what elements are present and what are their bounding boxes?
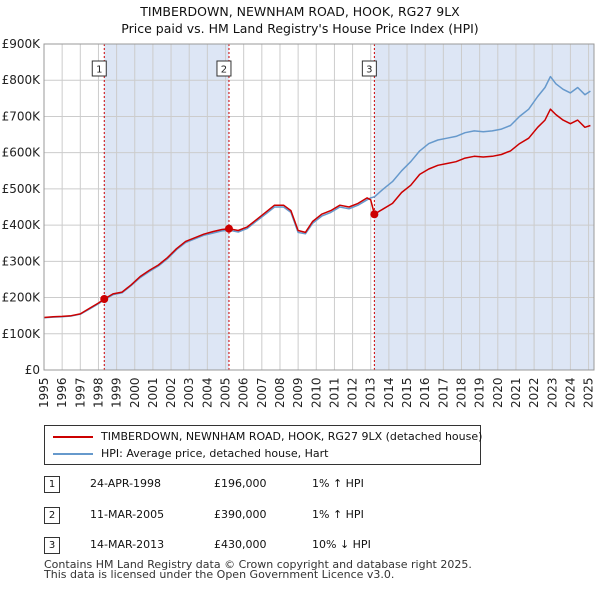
y-tick-label: £0	[25, 363, 40, 377]
sale-date: 14-MAR-2013	[90, 538, 165, 551]
x-tick-label: 2024	[563, 377, 577, 408]
x-tick-label: 2002	[164, 377, 178, 408]
sale-point	[224, 224, 233, 233]
chart-legend: TIMBERDOWN, NEWNHAM ROAD, HOOK, RG27 9LX…	[44, 425, 483, 465]
sale-label-number: 3	[366, 65, 372, 76]
sale-label-box	[91, 60, 107, 77]
x-tick-label: 2012	[346, 377, 360, 408]
sale-label-number: 2	[221, 65, 227, 76]
series-line-property	[43, 108, 591, 319]
y-tick-label: £200K	[2, 291, 42, 305]
x-tick-label: 2003	[182, 377, 196, 408]
sale-number-badge: 2	[44, 507, 60, 524]
x-tick-label: 1996	[55, 377, 69, 408]
y-tick-label: £500K	[2, 182, 42, 196]
x-tick-label: 2019	[473, 377, 487, 408]
y-tick-label: £600K	[2, 146, 42, 160]
shaded-ownership-periods	[104, 44, 594, 370]
shaded-period	[374, 44, 594, 370]
x-tick-label: 2004	[200, 377, 214, 408]
chart-title-block: TIMBERDOWN, NEWNHAM ROAD, HOOK, RG27 9LX…	[0, 3, 600, 37]
x-axis-tick-labels: 1995 1996 1997 1998 1999 2000 2001 2002 2003 2004…	[37, 377, 596, 408]
y-tick-label: £300K	[2, 254, 42, 268]
y-tick-label: £400K	[2, 218, 42, 232]
chart-title-address: TIMBERDOWN, NEWNHAM ROAD, HOOK, RG27 9LX	[140, 4, 460, 19]
chart-subtitle: Price paid vs. HM Land Registry's House …	[121, 21, 479, 36]
shaded-period	[104, 44, 229, 370]
x-tick-label: 2023	[545, 377, 559, 408]
sale-label-number: 1	[96, 65, 102, 76]
sale-number-badge: 3	[44, 537, 60, 554]
sale-hpi-diff: 1% ↑ HPI	[312, 477, 364, 490]
sale-point	[370, 210, 379, 219]
y-axis-tick-labels: £0 £100K £200K £300K £400K £500K £600K £700K £80…	[2, 37, 42, 377]
series-lines	[43, 75, 591, 319]
price-chart: £0 £100K £200K £300K £400K £500K £600K £700K £80…	[2, 37, 596, 408]
x-tick-label: 2015	[400, 377, 414, 408]
sale-date: 24-APR-1998	[90, 477, 162, 490]
x-tick-label: 2009	[291, 377, 305, 408]
sale-label-box	[216, 60, 232, 77]
x-tick-label: 2013	[364, 377, 378, 408]
legend-label-hpi: HPI: Average price, detached house, Hart	[101, 447, 329, 460]
footer-line-licence: This data is licensed under the Open Gov…	[44, 568, 395, 581]
x-tick-label: 2000	[128, 377, 142, 408]
x-tick-label: 1995	[37, 377, 51, 408]
x-tick-label: 2005	[219, 377, 233, 408]
x-tick-label: 2025	[582, 377, 596, 408]
sale-number-badge: 1	[44, 476, 60, 493]
x-tick-label: 1997	[73, 377, 87, 408]
legend-swatch-hpi	[53, 453, 93, 455]
x-tick-label: 2007	[255, 377, 269, 408]
sale-hpi-diff: 1% ↑ HPI	[312, 508, 364, 521]
grid-lines	[43, 43, 594, 371]
footer-attribution: Contains HM Land Registry data © Crown c…	[44, 558, 472, 581]
x-tick-label: 2014	[382, 377, 396, 408]
sale-price: £390,000	[214, 508, 267, 521]
y-tick-label: £900K	[2, 37, 42, 51]
series-line-hpi	[43, 75, 591, 319]
x-tick-label: 2020	[491, 377, 505, 408]
x-tick-label: 2008	[273, 377, 287, 408]
x-tick-label: 2022	[527, 377, 541, 408]
sale-price: £196,000	[214, 477, 267, 490]
plot-frame	[43, 43, 595, 371]
x-tick-label: 1999	[110, 377, 124, 408]
sale-price: £430,000	[214, 538, 267, 551]
y-tick-label: £100K	[2, 327, 42, 341]
x-tick-label: 2018	[454, 377, 468, 408]
x-tick-label: 2011	[327, 377, 341, 408]
x-tick-label: 2001	[146, 377, 160, 408]
sale-date: 11-MAR-2005	[90, 508, 165, 521]
legend-label-property: TIMBERDOWN, NEWNHAM ROAD, HOOK, RG27 9LX…	[101, 430, 483, 443]
sale-points	[100, 210, 379, 304]
sale-label-box	[361, 60, 377, 77]
legend-swatch-property	[53, 436, 93, 438]
x-tick-label: 2016	[418, 377, 432, 408]
x-tick-label: 1998	[91, 377, 105, 408]
footer-line-copyright: Contains HM Land Registry data © Crown c…	[44, 558, 472, 571]
y-tick-label: £800K	[2, 73, 42, 87]
x-tick-label: 2017	[436, 377, 450, 408]
x-tick-label: 2021	[509, 377, 523, 408]
sale-label-boxes: 1 2 3	[91, 60, 377, 77]
sale-point	[100, 295, 109, 304]
x-tick-label: 2010	[309, 377, 323, 408]
y-tick-label: £700K	[2, 109, 42, 123]
x-tick-label: 2006	[237, 377, 251, 408]
sale-hpi-diff: 10% ↓ HPI	[312, 538, 371, 551]
